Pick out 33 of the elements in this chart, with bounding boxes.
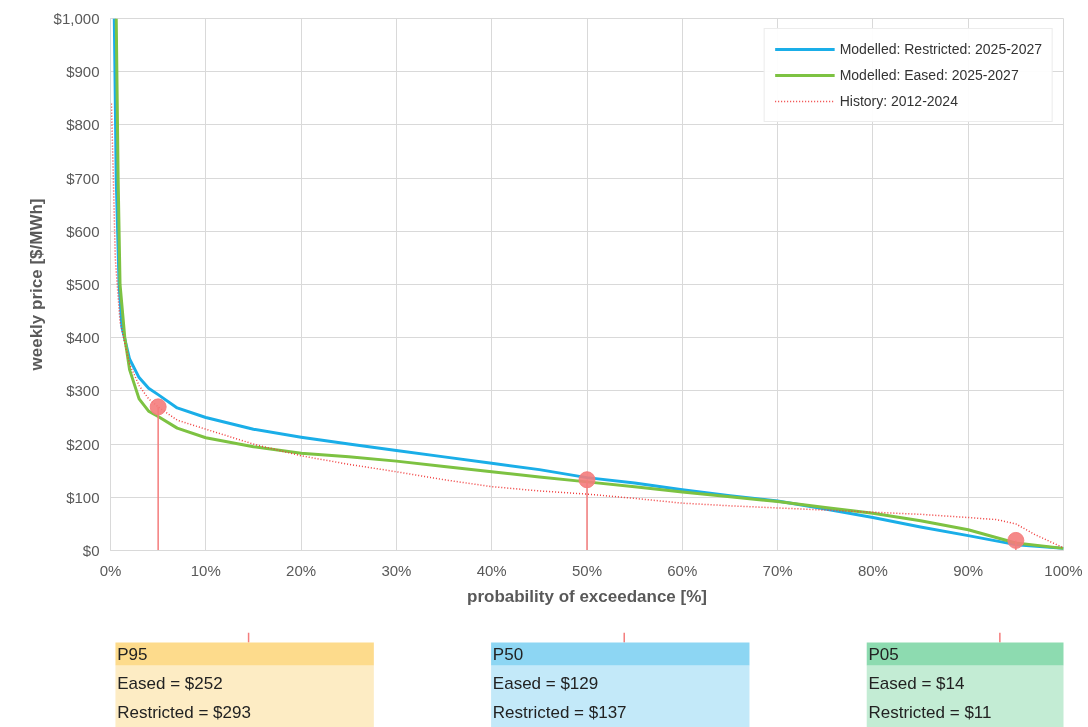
- y-tick-label: $400: [66, 329, 100, 347]
- legend-label: Modelled: Restricted: 2025-2027: [839, 41, 1042, 57]
- y-tick-label: $1,000: [53, 10, 100, 27]
- legend-label: Modelled: Eased: 2025-2027: [839, 67, 1019, 83]
- y-tick-label: $300: [66, 382, 100, 400]
- x-tick-label: 30%: [381, 561, 412, 579]
- x-tick-label: 40%: [476, 561, 507, 579]
- x-tick-label: 10%: [190, 561, 221, 579]
- x-tick-label: 50%: [571, 561, 603, 579]
- x-tick-label: 100%: [1044, 561, 1083, 579]
- x-tick-label: 70%: [762, 561, 793, 579]
- text: P95 Eased = $252 Restricted = $293: [117, 645, 251, 722]
- x-tick-label: 90%: [953, 561, 984, 579]
- y-tick-label: $100: [66, 488, 100, 506]
- legend-label: History: 2012-2024: [839, 93, 958, 109]
- point: [149, 398, 167, 416]
- y-tick-label: $200: [66, 435, 100, 453]
- x-tick-label: 60%: [667, 561, 698, 579]
- y-tick-label: $600: [66, 222, 100, 240]
- y-tick-label: $700: [66, 169, 100, 187]
- text: P50 Eased = $129 Restricted = $137: [492, 645, 627, 722]
- y-tick-label: $800: [66, 116, 100, 134]
- x-tick-label: 80%: [857, 561, 888, 579]
- y-axis-title: weekly price [$/MWh]: [26, 198, 46, 372]
- y-tick-label: $500: [66, 276, 100, 293]
- point: [578, 471, 596, 489]
- x-axis-title: probability of exceedance [%]: [467, 586, 707, 606]
- text: P05 Eased = $14 Restricted = $11: [868, 645, 992, 722]
- point: [1007, 531, 1025, 549]
- x-tick-label: 0%: [99, 561, 122, 579]
- x-tick-label: 20%: [286, 561, 317, 579]
- y-tick-label: $900: [66, 63, 100, 81]
- y-tick-label: $0: [82, 542, 100, 559]
